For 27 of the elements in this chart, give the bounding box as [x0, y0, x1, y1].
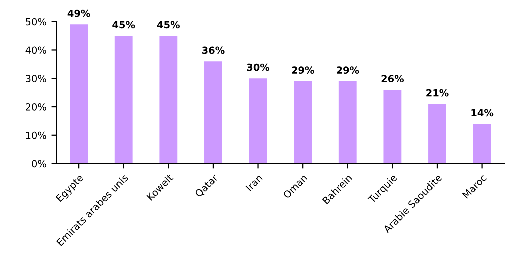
bar: [204, 62, 222, 164]
bar: [428, 104, 446, 164]
y-tick-label: 20%: [26, 103, 46, 111]
bar: [384, 90, 402, 164]
y-tick-label: 0%: [32, 160, 46, 168]
data-label: 29%: [337, 66, 360, 74]
data-label: 30%: [247, 64, 270, 72]
bar: [338, 81, 357, 164]
data-label: 36%: [202, 46, 225, 54]
bar: [473, 124, 492, 164]
data-label: 14%: [472, 109, 494, 117]
data-label: 21%: [426, 89, 449, 97]
y-tick-label: 40%: [26, 46, 46, 54]
bar: [249, 78, 268, 164]
data-label: 45%: [157, 21, 180, 29]
y-tick-label: 10%: [26, 132, 46, 140]
bar: [114, 36, 133, 164]
y-tick-label: 30%: [26, 75, 46, 82]
bar: [160, 36, 178, 164]
bar: [294, 81, 312, 164]
bar: [70, 24, 88, 164]
data-label: 49%: [68, 10, 90, 18]
data-label: 26%: [382, 75, 404, 83]
x-tick-label: Iran: [246, 174, 264, 192]
y-tick-label: 50%: [26, 18, 46, 26]
data-label: 29%: [292, 66, 314, 74]
data-label: 45%: [112, 21, 136, 29]
